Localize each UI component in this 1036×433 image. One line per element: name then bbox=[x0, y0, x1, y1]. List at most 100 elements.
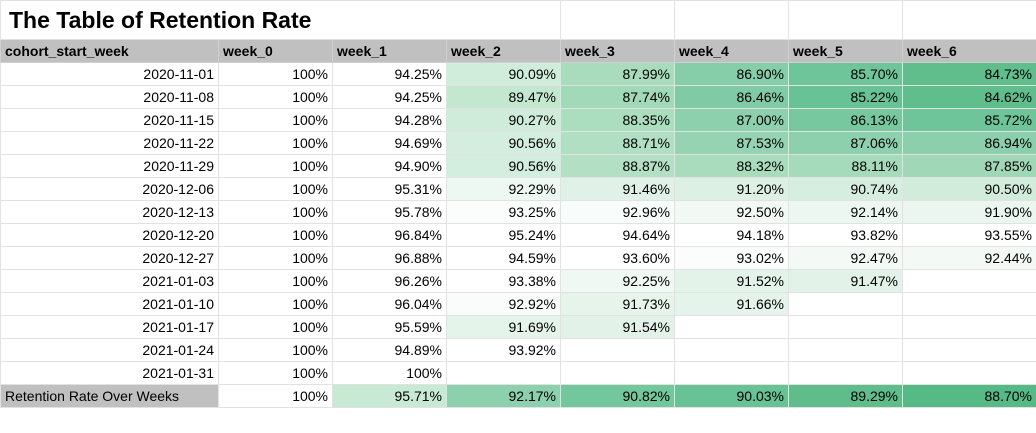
retention-cell[interactable] bbox=[674, 315, 789, 339]
summary-cell[interactable]: 89.29% bbox=[788, 384, 903, 408]
cohort-date-cell[interactable]: 2020-12-27 bbox=[0, 246, 219, 270]
retention-cell[interactable]: 90.09% bbox=[446, 62, 561, 86]
retention-cell[interactable]: 93.82% bbox=[788, 223, 903, 247]
header-cell[interactable]: week_4 bbox=[674, 39, 789, 63]
retention-cell[interactable]: 94.18% bbox=[674, 223, 789, 247]
retention-cell[interactable]: 92.44% bbox=[902, 246, 1036, 270]
retention-cell[interactable]: 92.47% bbox=[788, 246, 903, 270]
retention-cell[interactable]: 90.56% bbox=[446, 131, 561, 155]
header-cell[interactable]: week_1 bbox=[332, 39, 447, 63]
cohort-date-cell[interactable]: 2021-01-17 bbox=[0, 315, 219, 339]
retention-cell[interactable]: 91.66% bbox=[674, 292, 789, 316]
retention-cell[interactable]: 96.26% bbox=[332, 269, 447, 293]
retention-cell[interactable] bbox=[788, 361, 903, 385]
header-cell[interactable]: week_3 bbox=[560, 39, 675, 63]
cohort-date-cell[interactable]: 2020-12-20 bbox=[0, 223, 219, 247]
retention-cell[interactable] bbox=[902, 269, 1036, 293]
cohort-date-cell[interactable]: 2021-01-31 bbox=[0, 361, 219, 385]
retention-cell[interactable]: 100% bbox=[332, 361, 447, 385]
retention-cell[interactable]: 94.90% bbox=[332, 154, 447, 178]
cohort-date-cell[interactable]: 2020-12-13 bbox=[0, 200, 219, 224]
retention-cell[interactable]: 94.25% bbox=[332, 62, 447, 86]
retention-cell[interactable]: 94.64% bbox=[560, 223, 675, 247]
retention-cell[interactable]: 85.70% bbox=[788, 62, 903, 86]
retention-cell[interactable]: 95.59% bbox=[332, 315, 447, 339]
retention-cell[interactable]: 85.72% bbox=[902, 108, 1036, 132]
retention-cell[interactable]: 91.73% bbox=[560, 292, 675, 316]
retention-cell[interactable] bbox=[674, 338, 789, 362]
retention-cell[interactable]: 93.25% bbox=[446, 200, 561, 224]
retention-cell[interactable]: 85.22% bbox=[788, 85, 903, 109]
retention-cell[interactable]: 88.71% bbox=[560, 131, 675, 155]
retention-cell[interactable]: 95.31% bbox=[332, 177, 447, 201]
retention-cell[interactable]: 88.32% bbox=[674, 154, 789, 178]
retention-cell[interactable]: 100% bbox=[218, 292, 333, 316]
retention-cell[interactable]: 92.25% bbox=[560, 269, 675, 293]
retention-cell[interactable]: 96.84% bbox=[332, 223, 447, 247]
retention-cell[interactable]: 88.87% bbox=[560, 154, 675, 178]
retention-cell[interactable]: 88.11% bbox=[788, 154, 903, 178]
retention-cell[interactable] bbox=[902, 361, 1036, 385]
summary-cell[interactable]: 90.03% bbox=[674, 384, 789, 408]
retention-cell[interactable]: 96.04% bbox=[332, 292, 447, 316]
retention-cell[interactable]: 100% bbox=[218, 315, 333, 339]
retention-cell[interactable]: 94.59% bbox=[446, 246, 561, 270]
retention-cell[interactable]: 94.69% bbox=[332, 131, 447, 155]
retention-cell[interactable]: 91.52% bbox=[674, 269, 789, 293]
retention-cell[interactable]: 87.74% bbox=[560, 85, 675, 109]
empty-cell[interactable] bbox=[788, 0, 903, 40]
cohort-date-cell[interactable]: 2020-11-29 bbox=[0, 154, 219, 178]
retention-cell[interactable]: 92.50% bbox=[674, 200, 789, 224]
cohort-date-cell[interactable]: 2021-01-10 bbox=[0, 292, 219, 316]
cohort-date-cell[interactable]: 2020-12-06 bbox=[0, 177, 219, 201]
retention-cell[interactable]: 100% bbox=[218, 361, 333, 385]
retention-cell[interactable]: 93.02% bbox=[674, 246, 789, 270]
retention-cell[interactable]: 100% bbox=[218, 131, 333, 155]
empty-cell[interactable] bbox=[560, 0, 675, 40]
retention-cell[interactable]: 91.90% bbox=[902, 200, 1036, 224]
retention-cell[interactable]: 100% bbox=[218, 85, 333, 109]
retention-cell[interactable]: 100% bbox=[218, 338, 333, 362]
retention-cell[interactable]: 90.50% bbox=[902, 177, 1036, 201]
retention-cell[interactable]: 100% bbox=[218, 177, 333, 201]
retention-cell[interactable]: 87.85% bbox=[902, 154, 1036, 178]
header-cell[interactable]: cohort_start_week bbox=[0, 39, 219, 63]
cohort-date-cell[interactable]: 2021-01-24 bbox=[0, 338, 219, 362]
retention-cell[interactable]: 94.89% bbox=[332, 338, 447, 362]
retention-cell[interactable]: 92.29% bbox=[446, 177, 561, 201]
header-cell[interactable]: week_0 bbox=[218, 39, 333, 63]
retention-cell[interactable]: 87.99% bbox=[560, 62, 675, 86]
retention-cell[interactable] bbox=[788, 338, 903, 362]
header-cell[interactable]: week_2 bbox=[446, 39, 561, 63]
empty-cell[interactable] bbox=[674, 0, 789, 40]
retention-cell[interactable]: 100% bbox=[218, 108, 333, 132]
summary-label[interactable]: Retention Rate Over Weeks bbox=[0, 384, 219, 408]
retention-cell[interactable]: 100% bbox=[218, 62, 333, 86]
header-cell[interactable]: week_5 bbox=[788, 39, 903, 63]
retention-cell[interactable]: 90.74% bbox=[788, 177, 903, 201]
retention-cell[interactable]: 95.78% bbox=[332, 200, 447, 224]
retention-cell[interactable] bbox=[788, 315, 903, 339]
retention-cell[interactable]: 86.13% bbox=[788, 108, 903, 132]
retention-cell[interactable]: 86.90% bbox=[674, 62, 789, 86]
retention-cell[interactable]: 93.92% bbox=[446, 338, 561, 362]
retention-cell[interactable]: 92.92% bbox=[446, 292, 561, 316]
retention-cell[interactable]: 91.47% bbox=[788, 269, 903, 293]
retention-cell[interactable]: 100% bbox=[218, 269, 333, 293]
cohort-date-cell[interactable]: 2020-11-08 bbox=[0, 85, 219, 109]
retention-cell[interactable]: 92.96% bbox=[560, 200, 675, 224]
retention-cell[interactable]: 88.35% bbox=[560, 108, 675, 132]
retention-cell[interactable] bbox=[560, 361, 675, 385]
cohort-date-cell[interactable]: 2021-01-03 bbox=[0, 269, 219, 293]
retention-cell[interactable]: 91.54% bbox=[560, 315, 675, 339]
retention-cell[interactable] bbox=[446, 361, 561, 385]
cohort-date-cell[interactable]: 2020-11-22 bbox=[0, 131, 219, 155]
summary-cell[interactable]: 95.71% bbox=[332, 384, 447, 408]
retention-cell[interactable]: 90.27% bbox=[446, 108, 561, 132]
retention-cell[interactable] bbox=[560, 338, 675, 362]
header-cell[interactable]: week_6 bbox=[902, 39, 1036, 63]
retention-cell[interactable]: 94.28% bbox=[332, 108, 447, 132]
retention-cell[interactable]: 94.25% bbox=[332, 85, 447, 109]
retention-cell[interactable]: 100% bbox=[218, 246, 333, 270]
summary-cell[interactable]: 90.82% bbox=[560, 384, 675, 408]
